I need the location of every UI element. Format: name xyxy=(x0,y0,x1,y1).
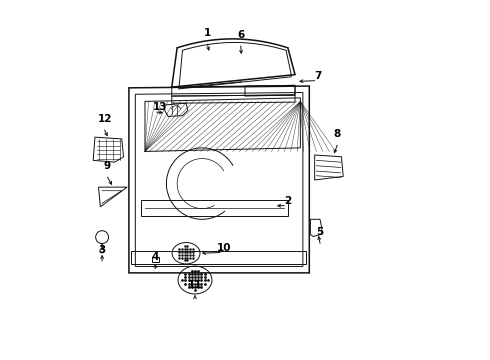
Text: 11: 11 xyxy=(188,280,202,290)
Text: 13: 13 xyxy=(153,102,168,112)
Text: 7: 7 xyxy=(315,71,322,81)
Text: 9: 9 xyxy=(104,161,111,171)
Text: 8: 8 xyxy=(334,129,341,139)
Text: 4: 4 xyxy=(151,252,159,262)
Text: 6: 6 xyxy=(237,30,245,40)
Text: 1: 1 xyxy=(204,28,211,38)
Text: 5: 5 xyxy=(317,227,323,237)
Text: 3: 3 xyxy=(98,245,106,255)
Text: 12: 12 xyxy=(98,113,112,123)
Text: 2: 2 xyxy=(284,196,292,206)
Text: 10: 10 xyxy=(216,243,231,252)
